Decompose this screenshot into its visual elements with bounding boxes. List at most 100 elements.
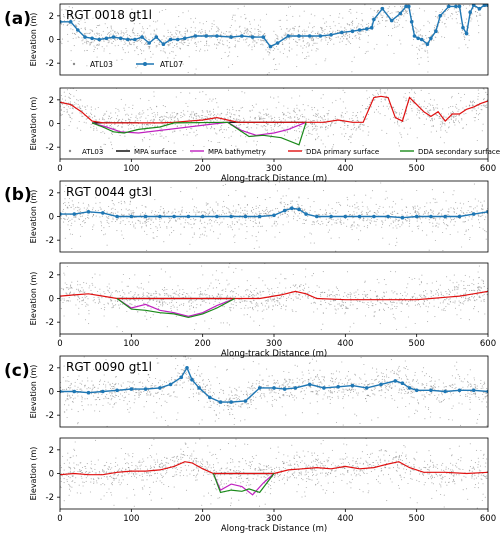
atl03-point <box>302 41 304 43</box>
atl03-point <box>315 124 317 126</box>
atl03-point <box>257 34 259 37</box>
atl03-point <box>228 137 230 139</box>
atl03-point <box>435 11 437 13</box>
atl03-point <box>262 109 264 111</box>
atl03-point <box>411 108 413 110</box>
atl07-marker <box>329 214 333 219</box>
atl03-point <box>428 92 430 95</box>
atl03-point <box>240 16 242 18</box>
atl03-point <box>385 211 387 213</box>
atl03-point <box>106 217 109 219</box>
atl03-point <box>162 105 164 107</box>
atl03-point <box>202 91 204 93</box>
atl03-point <box>269 197 271 199</box>
atl03-point <box>456 281 458 283</box>
atl03-point <box>68 125 70 127</box>
atl03-point <box>313 120 315 122</box>
atl03-point <box>358 23 360 25</box>
atl03-point <box>205 302 207 304</box>
atl03-point <box>190 31 192 33</box>
atl03-point <box>431 120 433 122</box>
atl03-point <box>380 101 382 103</box>
atl03-point <box>165 37 167 39</box>
atl03-point <box>79 107 81 109</box>
atl03-point <box>131 221 133 223</box>
atl03-point <box>194 17 197 19</box>
atl03-point <box>222 206 224 208</box>
atl03-point <box>103 309 105 311</box>
atl03-point <box>483 85 484 86</box>
atl03-point <box>213 221 215 223</box>
atl03-point <box>477 118 479 121</box>
atl03-point <box>320 97 322 99</box>
atl03-point <box>158 224 160 226</box>
atl03-point <box>251 46 253 48</box>
atl03-point <box>166 112 168 114</box>
atl03-point <box>227 89 230 91</box>
atl03-point <box>322 18 324 20</box>
atl03-point <box>316 128 318 130</box>
atl03-point <box>386 303 388 305</box>
atl03-point <box>332 295 334 297</box>
atl03-point <box>382 237 384 239</box>
atl03-point <box>322 312 324 314</box>
atl03-point <box>227 56 229 58</box>
atl03-point <box>473 116 475 119</box>
atl03-point <box>477 214 479 216</box>
atl03-point <box>145 117 147 119</box>
atl03-point <box>428 219 430 221</box>
atl03-point <box>336 222 338 224</box>
atl03-point <box>396 293 398 295</box>
atl03-point <box>222 43 224 45</box>
atl03-point <box>220 33 222 35</box>
atl03-point <box>181 39 183 41</box>
atl03-point <box>362 117 364 119</box>
atl03-point <box>98 297 100 299</box>
atl03-point <box>109 53 111 55</box>
atl03-point <box>192 301 194 303</box>
atl03-point <box>69 101 71 103</box>
atl03-point <box>171 112 173 114</box>
atl03-point <box>182 217 184 219</box>
atl03-point <box>385 1 386 2</box>
atl03-point <box>226 294 228 296</box>
atl03-point <box>404 92 406 95</box>
atl03-point <box>205 202 207 204</box>
atl03-point <box>457 288 459 290</box>
atl03-point <box>129 213 131 215</box>
atl03-point <box>126 310 128 313</box>
atl03-point <box>303 10 305 12</box>
atl03-point <box>244 195 246 197</box>
atl03-point <box>285 305 287 307</box>
atl03-point <box>298 204 300 206</box>
atl03-point <box>452 194 454 196</box>
atl03-point <box>174 36 176 38</box>
atl03-point <box>293 29 295 31</box>
atl03-point <box>193 33 195 35</box>
atl03-point <box>151 134 153 136</box>
atl03-point <box>307 51 309 53</box>
atl07-marker <box>275 41 280 45</box>
atl03-point <box>308 55 310 57</box>
atl03-point <box>84 221 86 224</box>
atl03-point <box>182 110 184 112</box>
atl07-marker <box>307 34 312 38</box>
atl03-point <box>483 84 484 85</box>
atl03-point <box>265 129 267 131</box>
atl03-point <box>68 106 70 108</box>
atl03-point <box>397 142 400 144</box>
atl03-point <box>311 90 313 92</box>
atl03-point <box>142 110 144 112</box>
atl03-point <box>247 217 249 219</box>
atl03-point <box>350 300 352 302</box>
atl03-point <box>280 28 282 30</box>
atl03-point <box>67 19 69 21</box>
atl03-point <box>329 25 331 27</box>
atl03-point <box>63 16 65 18</box>
atl03-point <box>193 206 195 208</box>
atl03-point <box>419 7 421 9</box>
atl03-point <box>79 214 81 216</box>
atl03-point <box>295 139 297 141</box>
atl03-point <box>258 119 261 121</box>
atl03-point <box>402 26 404 28</box>
